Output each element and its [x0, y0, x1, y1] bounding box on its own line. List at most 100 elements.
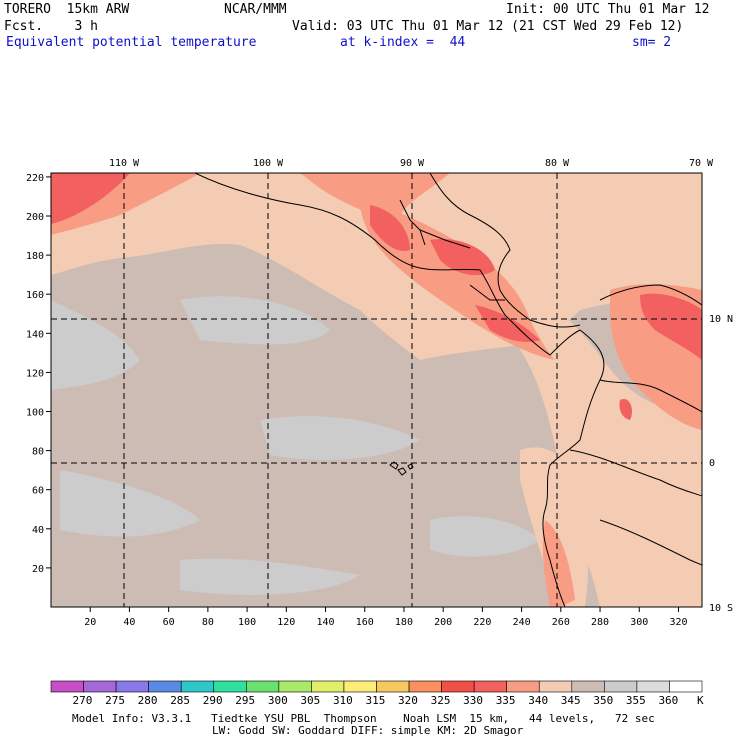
x-tick-label: 180 [395, 617, 413, 628]
x-tick-label: 120 [277, 617, 295, 628]
colorbar-label: 275 [105, 694, 125, 707]
field-name: Equivalent potential temperature [6, 35, 257, 50]
x-tick-label: 260 [552, 617, 570, 628]
colorbar-label: 325 [430, 694, 451, 707]
field-band-330 [640, 293, 702, 360]
colorbar-swatch [571, 680, 605, 693]
colorbar-swatch [278, 680, 312, 693]
colorbar-swatch [50, 680, 84, 693]
colorbar-swatch [213, 680, 247, 693]
country-border [599, 379, 702, 413]
y-tick-label: 140 [26, 329, 44, 340]
x-axis: 20 40 60 80 100 120 140 160 180 200 220 240 260 280 30… [84, 607, 688, 628]
lat-lon-grid [51, 173, 702, 607]
country-border [569, 449, 702, 497]
colorbar-label: 355 [625, 694, 646, 707]
smoothing-info: sm= 2 [632, 35, 672, 50]
colorbar-swatch [441, 680, 475, 693]
y-tick-label: 20 [32, 564, 44, 575]
colorbar-swatch [506, 680, 540, 693]
lon-label: 100 W [253, 158, 284, 169]
field-band-335 [542, 520, 575, 607]
y-tick-label: 180 [26, 251, 44, 262]
y-tick-label: 40 [32, 525, 44, 536]
forecast-hour: Fcst. 3 h [4, 19, 98, 34]
colorbar-label: 330 [463, 694, 484, 707]
colorbar-label: 340 [528, 694, 549, 707]
x-tick-label: 60 [163, 617, 175, 628]
colorbar-swatch [343, 680, 377, 693]
field-patch-350 [430, 516, 540, 557]
colorbar-swatch [473, 680, 507, 693]
init-time: Init: 00 UTC Thu 01 Mar 12 [506, 2, 710, 17]
colorbar-label: 285 [170, 694, 191, 707]
colorbar-swatch [246, 680, 280, 693]
y-tick-label: 100 [26, 408, 44, 419]
country-border [469, 284, 505, 301]
lat-label: 10 S [709, 603, 733, 614]
colorbar-label: 270 [72, 694, 93, 707]
colorbar-label: 360 [658, 694, 679, 707]
colorbar [50, 680, 703, 693]
y-tick-label: 200 [26, 212, 44, 223]
country-border [599, 519, 702, 566]
colorbar-swatch [538, 680, 573, 693]
colorbar-label: 345 [560, 694, 581, 707]
coastline-central-america-pacific [194, 173, 581, 356]
map-frame [50, 172, 703, 608]
x-tick-label: 40 [123, 617, 135, 628]
field-patch-350 [180, 296, 330, 345]
lon-label: 70 W [689, 158, 714, 169]
y-tick-label: 80 [32, 447, 44, 458]
coastline-central-america-caribbean [429, 173, 581, 328]
y-axis: 20 40 60 80 100 120 140 160 180 200 220 [26, 173, 51, 575]
field-band-340 [520, 300, 702, 607]
country-border [419, 229, 471, 249]
x-tick-label: 20 [84, 617, 96, 628]
field-patch-350 [51, 300, 140, 390]
lat-label: 0 [709, 458, 715, 469]
field-band-330 [370, 205, 410, 251]
colorbar-swatch [180, 680, 215, 693]
colorbar-label: 280 [137, 694, 158, 707]
colorbar-label: 315 [365, 694, 386, 707]
field-patch-350 [180, 558, 360, 595]
x-tick-label: 240 [513, 617, 531, 628]
x-tick-label: 220 [473, 617, 491, 628]
y-tick-label: 160 [26, 290, 44, 301]
field-band-340 [520, 447, 589, 607]
lat-label: 10 N [709, 314, 733, 325]
colorbar-swatch [83, 680, 117, 693]
lon-label: 90 W [400, 158, 425, 169]
colorbar-label: 290 [202, 694, 223, 707]
colorbar-label: 335 [495, 694, 516, 707]
colorbar-swatch [408, 680, 442, 693]
colorbar-label: 295 [235, 694, 256, 707]
x-tick-label: 320 [669, 617, 687, 628]
colorbar-swatch [636, 680, 670, 693]
level-info: at k-index = 44 [340, 35, 466, 50]
colorbar-swatch [669, 680, 703, 693]
x-tick-label: 160 [356, 617, 374, 628]
y-tick-label: 220 [26, 173, 44, 184]
x-tick-label: 300 [630, 617, 648, 628]
colorbar-swatch [148, 680, 182, 693]
x-tick-label: 280 [591, 617, 609, 628]
footer-physics-info: LW: Godd SW: Goddard DIFF: simple KM: 2D… [212, 724, 524, 737]
colorbar-swatch [376, 680, 410, 693]
field-band-330 [51, 173, 130, 224]
center-name: NCAR/MMM [224, 2, 287, 17]
x-tick-label: 200 [434, 617, 452, 628]
x-tick-label: 100 [238, 617, 256, 628]
coastline-south-america-caribbean [599, 284, 702, 306]
map-field [51, 173, 702, 607]
y-tick-label: 60 [32, 486, 44, 497]
footer-model-info: Model Info: V3.3.1 Tiedtke YSU PBL Thomp… [72, 712, 655, 725]
field-patch-350 [60, 470, 200, 537]
colorbar-label: 305 [300, 694, 321, 707]
field-band-330 [619, 399, 632, 420]
coastlines [194, 173, 702, 607]
colorbar-label: 350 [593, 694, 614, 707]
country-border [399, 199, 426, 246]
